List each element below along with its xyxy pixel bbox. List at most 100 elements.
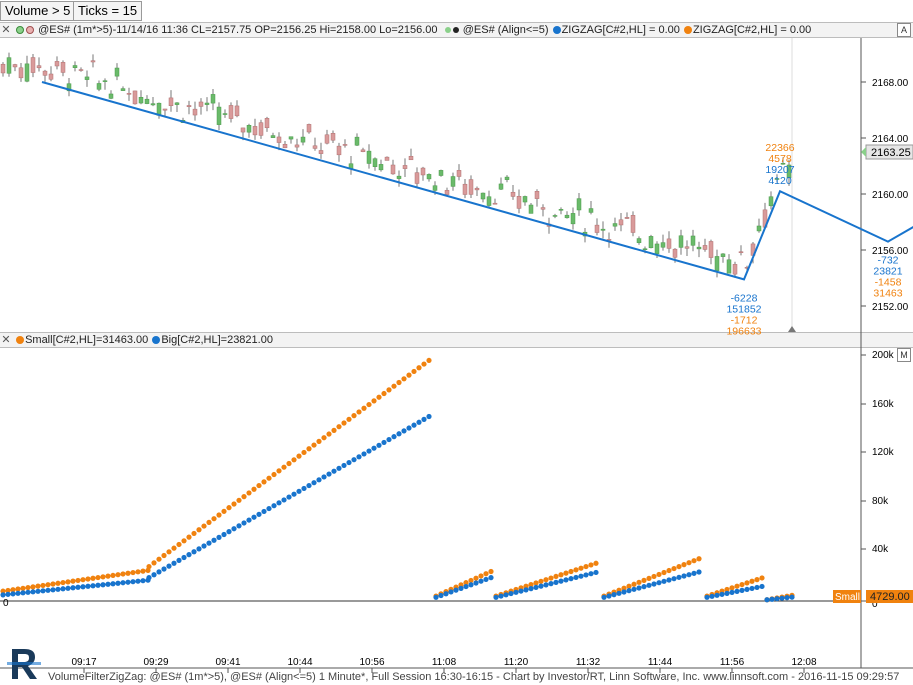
volume-dot xyxy=(291,457,297,463)
volume-dot xyxy=(616,590,622,596)
volume-dot xyxy=(528,582,534,588)
close-icon[interactable]: ✕ xyxy=(1,24,11,37)
candle-body xyxy=(162,108,168,111)
volume-dot xyxy=(266,505,272,512)
candle-body xyxy=(0,63,6,74)
volume-dot xyxy=(85,583,91,589)
volume-dot xyxy=(176,557,182,563)
volume-dot xyxy=(351,413,357,419)
candle-body xyxy=(492,202,498,205)
candle-up-icon xyxy=(16,26,25,35)
candle-body xyxy=(330,133,336,141)
volume-dot xyxy=(75,584,81,590)
candle-body xyxy=(318,150,324,154)
candle-body xyxy=(558,209,564,211)
volume-dot xyxy=(181,538,187,544)
volume-dot xyxy=(261,508,267,515)
candle-body xyxy=(228,105,234,119)
volume-dot xyxy=(296,453,302,459)
volume-dot xyxy=(543,577,549,583)
volume-dot xyxy=(236,523,242,529)
volume-pane-mode-button[interactable]: M xyxy=(897,348,911,362)
volume-dot xyxy=(55,580,61,586)
volume-dot xyxy=(463,583,469,590)
instrument-label: @ES# (1m*>5)-11/14/16 11:36 CL=2157.75 O… xyxy=(38,24,438,37)
volume-dot xyxy=(95,582,101,588)
candle-body xyxy=(660,242,666,248)
volume-dot xyxy=(503,592,509,598)
volume-dot xyxy=(568,568,574,575)
volume-dot xyxy=(0,588,6,594)
volume-dot xyxy=(543,582,549,588)
zigzag-annotation-value: 23821 xyxy=(873,266,902,278)
volume-dot xyxy=(186,534,192,540)
candle-body xyxy=(264,118,270,129)
volume-dot xyxy=(65,585,71,591)
candle-body xyxy=(312,145,318,149)
volume-dot xyxy=(366,401,372,408)
volume-dot xyxy=(156,569,162,575)
volume-dot xyxy=(396,431,402,437)
candle-body xyxy=(390,164,396,175)
volume-dot xyxy=(110,572,116,579)
volume-dot xyxy=(311,442,317,448)
candle-body xyxy=(72,65,78,68)
volume-dot xyxy=(286,460,292,467)
volume-dot xyxy=(341,420,347,426)
small-tag-label: Small xyxy=(835,592,860,603)
volume-dot xyxy=(306,446,312,452)
volume-dot xyxy=(251,486,257,492)
volume-dot xyxy=(90,575,96,581)
volume-dot xyxy=(181,554,187,561)
volume-dot xyxy=(704,594,710,600)
volume-dot xyxy=(20,585,26,591)
ticks-filter-button[interactable]: Ticks = 15 xyxy=(73,1,143,21)
volume-dot xyxy=(25,584,31,591)
candle-body xyxy=(690,235,696,246)
close-icon[interactable]: ✕ xyxy=(1,334,11,347)
candle-body xyxy=(468,179,474,195)
price-pane-autoscale-button[interactable]: A xyxy=(897,23,911,37)
volume-dot xyxy=(241,494,247,500)
candle-body xyxy=(612,223,618,227)
volume-dot xyxy=(433,594,439,600)
candle-body xyxy=(96,83,102,90)
volume-dot xyxy=(246,517,252,523)
candle-body xyxy=(402,165,408,169)
volume-dot xyxy=(411,368,417,375)
volume-dot xyxy=(533,584,539,590)
volume-dot xyxy=(10,587,16,593)
current-bar-marker xyxy=(788,326,796,332)
volume-dot xyxy=(671,576,677,582)
volume-dot xyxy=(714,592,720,598)
volume-dot xyxy=(691,570,697,576)
price-y-axis: 2168.00 2164.00 2160.00 2156.00 2152.00 xyxy=(861,78,909,313)
candle-body xyxy=(366,150,372,164)
candle-body xyxy=(270,135,276,138)
candle-body xyxy=(192,108,198,116)
candle-body xyxy=(378,164,384,171)
candle-body xyxy=(222,113,228,115)
candle-body xyxy=(720,253,726,257)
candle-body xyxy=(426,174,432,180)
volume-dot xyxy=(30,589,36,595)
x-tick-label: 11:20 xyxy=(504,657,529,668)
volume-dot xyxy=(508,590,514,597)
volume-dot xyxy=(593,560,599,566)
candle-body xyxy=(474,187,480,191)
x-tick-label: 09:41 xyxy=(215,657,240,668)
align-down-icon xyxy=(452,27,459,34)
volume-dot xyxy=(666,567,672,574)
small-value-label: 4729.00 xyxy=(870,591,910,603)
volume-dot xyxy=(641,584,647,590)
volume-filter-button[interactable]: Volume > 5 xyxy=(0,1,76,21)
volume-dot xyxy=(391,383,397,389)
volume-dot xyxy=(70,578,76,584)
volume-dot xyxy=(356,409,362,415)
volume-dot xyxy=(40,582,46,589)
zigzag-annotation-value: -732 xyxy=(877,255,898,267)
volume-dot xyxy=(734,588,740,594)
volume-dot xyxy=(341,462,347,469)
candle-body xyxy=(768,196,774,207)
